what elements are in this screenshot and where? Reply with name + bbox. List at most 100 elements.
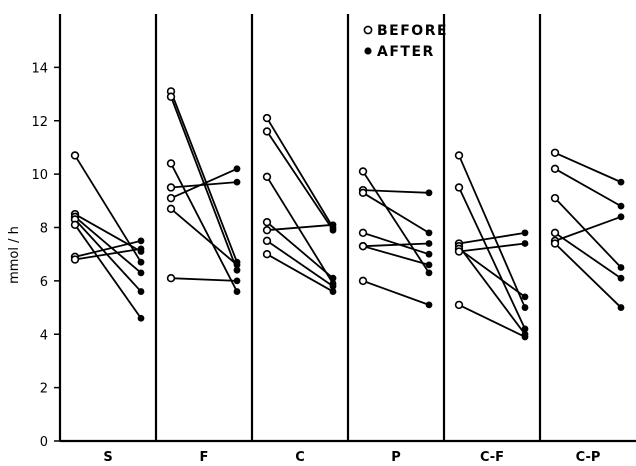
- connector-line: [458, 242, 526, 253]
- before-point: [70, 255, 80, 264]
- after-point: [617, 178, 625, 186]
- connector-line: [458, 187, 526, 330]
- before-point: [262, 127, 272, 136]
- before-point: [358, 228, 368, 238]
- y-axis: 0 2 4 6 8 10 12 14: [31, 61, 60, 450]
- panel-label: F: [200, 450, 209, 465]
- y-tick-label: 4: [40, 328, 48, 343]
- connector-line: [170, 277, 238, 282]
- panel-c-f: C-F: [454, 151, 529, 465]
- before-point: [550, 193, 560, 203]
- connector-line: [170, 181, 238, 189]
- after-point: [137, 245, 145, 253]
- before-point: [454, 151, 464, 160]
- legend-before-label: BEFORE: [377, 23, 448, 39]
- before-point: [550, 148, 560, 157]
- after-point: [329, 226, 337, 234]
- after-point: [617, 202, 625, 210]
- after-point: [425, 261, 433, 269]
- after-point: [233, 288, 241, 295]
- after-point: [617, 274, 625, 282]
- after-point: [233, 266, 241, 274]
- after-point: [329, 288, 337, 295]
- connector-line: [554, 232, 622, 279]
- before-point: [550, 239, 560, 248]
- before-point: [70, 220, 80, 230]
- after-point: [137, 258, 145, 266]
- after-point: [425, 269, 433, 277]
- panel-label: S: [103, 450, 112, 465]
- after-point: [521, 304, 529, 311]
- before-point: [454, 300, 464, 310]
- before-point: [166, 159, 176, 168]
- before-point: [358, 167, 368, 176]
- after-point: [425, 189, 433, 197]
- connector-line: [554, 197, 622, 269]
- panel-label: P: [391, 450, 401, 465]
- after-point: [137, 288, 145, 295]
- before-point: [358, 276, 368, 286]
- y-tick-label: 6: [40, 275, 48, 290]
- y-tick-label: 0: [40, 435, 48, 450]
- after-point: [425, 229, 433, 237]
- legend-before-marker: [363, 25, 373, 35]
- after-point: [233, 178, 241, 186]
- connector-line: [74, 216, 142, 274]
- panels: S F C P C-F C-P: [70, 87, 625, 465]
- connector-line: [170, 167, 238, 199]
- connector-line: [266, 253, 334, 293]
- connector-line: [362, 231, 430, 256]
- connector-line: [170, 163, 238, 292]
- chart-frame: [58, 14, 636, 443]
- connector-line: [362, 192, 430, 234]
- before-point: [358, 241, 368, 251]
- before-point: [262, 172, 272, 181]
- connector-line: [362, 242, 430, 248]
- connector-line: [362, 280, 430, 306]
- connector-line: [554, 151, 622, 183]
- after-point: [137, 269, 145, 277]
- after-point: [617, 304, 625, 311]
- connector-line: [458, 248, 526, 298]
- after-point: [425, 250, 433, 258]
- connector-line: [74, 218, 142, 293]
- after-point: [521, 333, 529, 341]
- connector-line: [74, 213, 142, 253]
- after-point: [137, 314, 145, 322]
- after-point: [521, 325, 529, 333]
- after-point: [329, 221, 337, 229]
- after-point: [521, 293, 529, 301]
- before-point: [166, 92, 176, 101]
- y-tick-label: 8: [40, 222, 48, 237]
- connector-line: [266, 221, 334, 279]
- panel-label: C-P: [576, 450, 601, 465]
- before-point: [262, 225, 272, 235]
- before-point: [262, 236, 272, 246]
- before-point: [454, 247, 464, 256]
- panel-c: C: [262, 113, 337, 465]
- connector-line: [554, 168, 622, 207]
- after-point: [425, 240, 433, 247]
- legend-after-label: AFTER: [377, 44, 435, 60]
- y-tick-label: 12: [31, 115, 48, 130]
- before-point: [262, 217, 272, 227]
- after-point: [329, 274, 337, 282]
- connector-line: [554, 215, 622, 242]
- after-point: [617, 213, 625, 221]
- panel-f: F: [166, 87, 241, 465]
- after-point: [521, 240, 529, 247]
- connector-line: [74, 239, 142, 258]
- connector-line: [362, 170, 430, 274]
- before-point: [70, 151, 80, 160]
- after-point: [329, 282, 337, 290]
- y-axis-label: mmol / h: [7, 226, 22, 284]
- connector-line: [554, 242, 622, 309]
- before-point: [358, 188, 368, 198]
- connector-line: [362, 189, 430, 194]
- connector-line: [74, 224, 142, 319]
- y-tick-label: 10: [31, 168, 48, 183]
- before-point: [550, 164, 560, 173]
- before-point: [454, 183, 464, 192]
- before-point: [166, 193, 176, 203]
